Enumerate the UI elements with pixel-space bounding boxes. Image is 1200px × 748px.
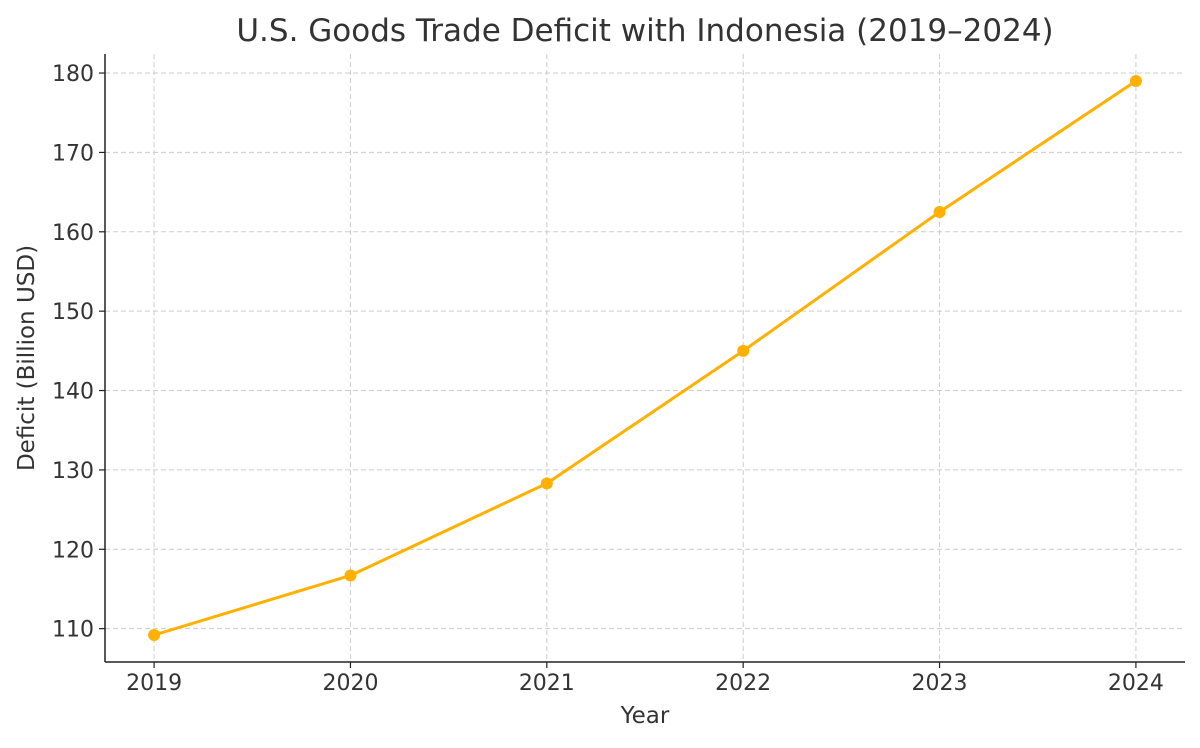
x-tick-label: 2021: [519, 671, 575, 696]
x-tick-label: 2024: [1108, 671, 1164, 696]
data-point: [148, 629, 161, 642]
y-tick-label: 150: [52, 300, 94, 325]
y-tick-label: 120: [52, 538, 94, 563]
data-point: [540, 477, 553, 490]
y-axis-label: Deficit (Billion USD): [14, 245, 40, 471]
x-tick-label: 2020: [322, 671, 378, 696]
x-tick-label: 2023: [912, 671, 968, 696]
data-point: [933, 205, 946, 218]
chart-title: U.S. Goods Trade Deficit with Indonesia …: [236, 13, 1053, 49]
series: [148, 74, 1142, 642]
y-tick-label: 160: [52, 221, 94, 246]
y-tick-label: 140: [52, 380, 94, 405]
data-point: [737, 344, 750, 357]
series-line: [153, 79, 1137, 637]
y-tick-label: 180: [52, 62, 94, 87]
data-point: [1129, 74, 1142, 87]
y-tick-label: 170: [52, 141, 94, 166]
y-tick-label: 110: [52, 618, 94, 643]
data-point: [344, 569, 357, 582]
x-axis-ticks: 2019 2020 2021 2022 2023 2024: [126, 662, 1164, 696]
grid: [105, 54, 1185, 662]
y-tick-label: 130: [52, 459, 94, 484]
x-tick-label: 2019: [126, 671, 182, 696]
y-axis-ticks: 110 120 130 140 150 160 170 180: [52, 62, 105, 643]
x-tick-label: 2022: [715, 671, 771, 696]
x-axis-label: Year: [620, 703, 670, 729]
